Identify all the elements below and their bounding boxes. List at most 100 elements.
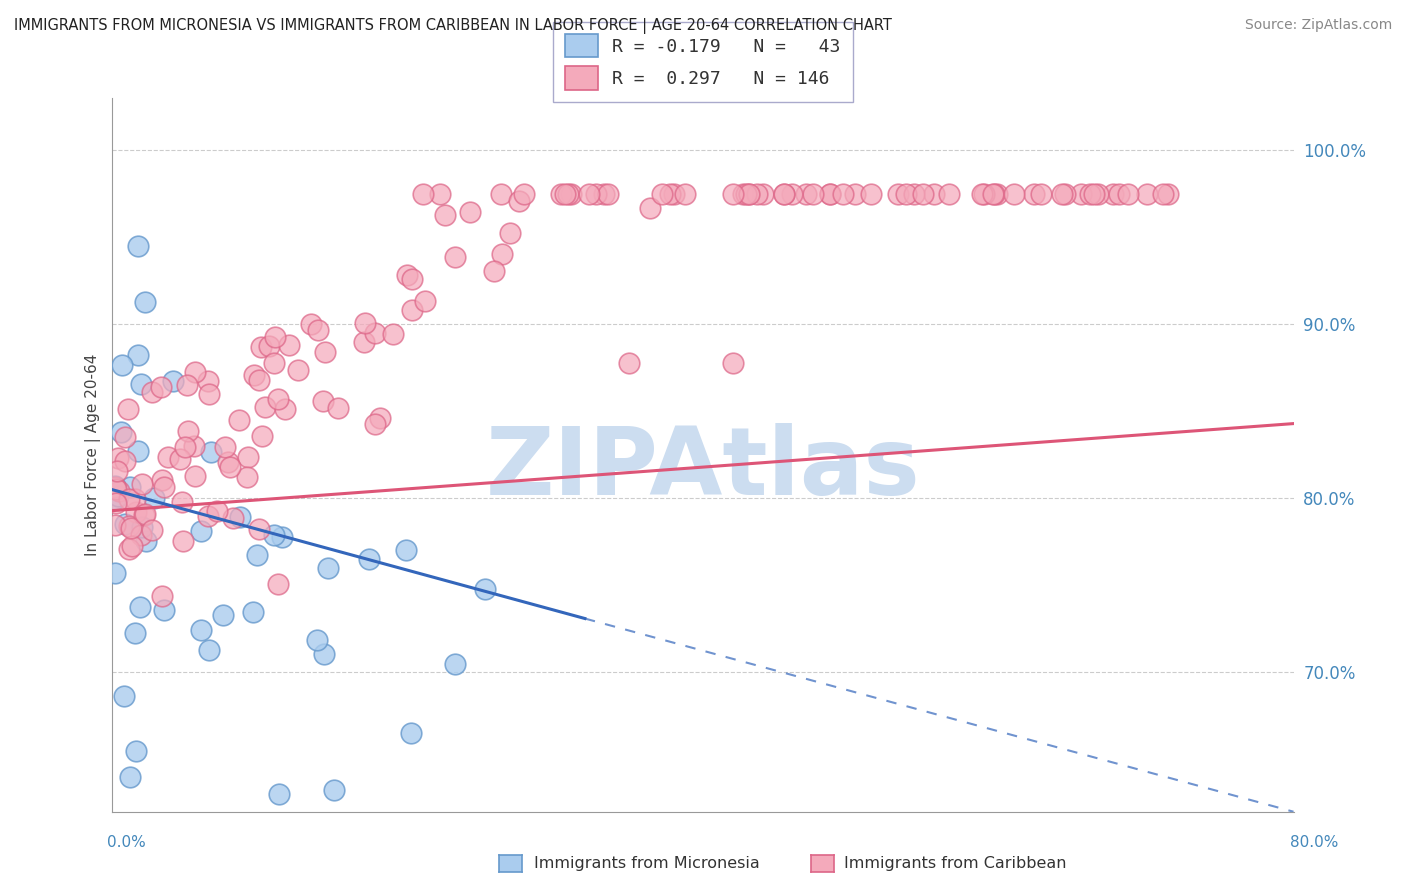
Point: [491, 247, 513, 261]
Point: [818, 186, 841, 201]
Point: [120, 480, 142, 494]
Point: [395, 268, 418, 282]
Point: [184, 469, 207, 483]
Point: [912, 186, 935, 201]
Point: [745, 186, 768, 201]
Point: [228, 413, 250, 427]
Point: [141, 385, 163, 400]
Point: [114, 454, 136, 468]
Point: [1050, 186, 1073, 201]
Point: [105, 463, 128, 477]
Text: Immigrants from Micronesia: Immigrants from Micronesia: [534, 856, 761, 871]
Point: [401, 272, 423, 286]
Point: [922, 186, 945, 201]
Point: [242, 368, 264, 382]
Point: [141, 524, 163, 538]
Point: [205, 503, 228, 517]
Point: [104, 517, 127, 532]
Point: [619, 356, 641, 370]
Point: [274, 401, 297, 416]
Point: [1029, 186, 1052, 201]
Point: [443, 250, 465, 264]
Point: [508, 194, 530, 209]
Point: [499, 226, 522, 240]
Point: [1002, 186, 1025, 201]
Point: [512, 186, 534, 201]
Point: [474, 582, 496, 597]
Point: [104, 479, 127, 493]
Point: [104, 496, 127, 510]
Point: [433, 208, 456, 222]
Point: [1070, 186, 1092, 201]
Text: Source: ZipAtlas.com: Source: ZipAtlas.com: [1244, 18, 1392, 32]
Point: [129, 528, 152, 542]
Point: [250, 429, 273, 443]
Point: [266, 577, 288, 591]
Point: [287, 363, 309, 377]
Point: [413, 293, 436, 308]
Point: [104, 480, 127, 494]
Point: [162, 374, 184, 388]
Point: [190, 524, 212, 538]
Point: [104, 482, 127, 496]
Point: [156, 450, 179, 465]
Point: [1054, 186, 1077, 201]
Point: [381, 326, 404, 341]
Point: [1101, 186, 1123, 201]
Point: [322, 783, 344, 797]
Point: [312, 394, 335, 409]
Point: [153, 480, 176, 494]
Point: [198, 387, 221, 401]
Point: [429, 186, 451, 201]
Point: [731, 186, 754, 201]
Point: [269, 787, 291, 801]
Point: [458, 205, 481, 219]
Point: [1152, 186, 1174, 201]
Point: [314, 344, 336, 359]
Point: [412, 186, 434, 201]
Point: [198, 643, 221, 657]
Point: [150, 473, 173, 487]
Point: [312, 647, 335, 661]
Point: [1108, 186, 1130, 201]
Point: [1136, 186, 1159, 201]
Text: 0.0%: 0.0%: [107, 836, 146, 850]
Point: [1024, 186, 1046, 201]
Point: [150, 589, 173, 603]
Point: [263, 356, 285, 370]
Point: [118, 492, 141, 507]
Point: [831, 186, 853, 201]
Point: [246, 548, 269, 562]
Point: [278, 338, 301, 352]
Point: [903, 186, 925, 201]
Point: [219, 460, 242, 475]
Point: [174, 440, 197, 454]
Point: [271, 530, 294, 544]
Point: [560, 186, 582, 201]
Point: [364, 326, 387, 341]
Point: [172, 534, 194, 549]
Point: [134, 508, 156, 522]
Point: [107, 489, 129, 503]
Point: [983, 186, 1005, 201]
Point: [973, 186, 995, 201]
Point: [794, 186, 817, 201]
Text: Immigrants from Caribbean: Immigrants from Caribbean: [844, 856, 1066, 871]
Point: [638, 201, 661, 215]
Point: [550, 186, 572, 201]
Point: [399, 726, 422, 740]
Point: [894, 186, 917, 201]
Point: [299, 317, 322, 331]
Point: [184, 365, 207, 379]
Point: [735, 186, 758, 201]
Point: [887, 186, 910, 201]
Point: [169, 451, 191, 466]
Point: [752, 186, 775, 201]
Point: [127, 444, 149, 458]
Point: [738, 186, 761, 201]
Point: [110, 425, 132, 439]
Point: [844, 186, 866, 201]
Point: [267, 392, 290, 406]
Point: [818, 186, 841, 201]
Point: [578, 186, 600, 201]
